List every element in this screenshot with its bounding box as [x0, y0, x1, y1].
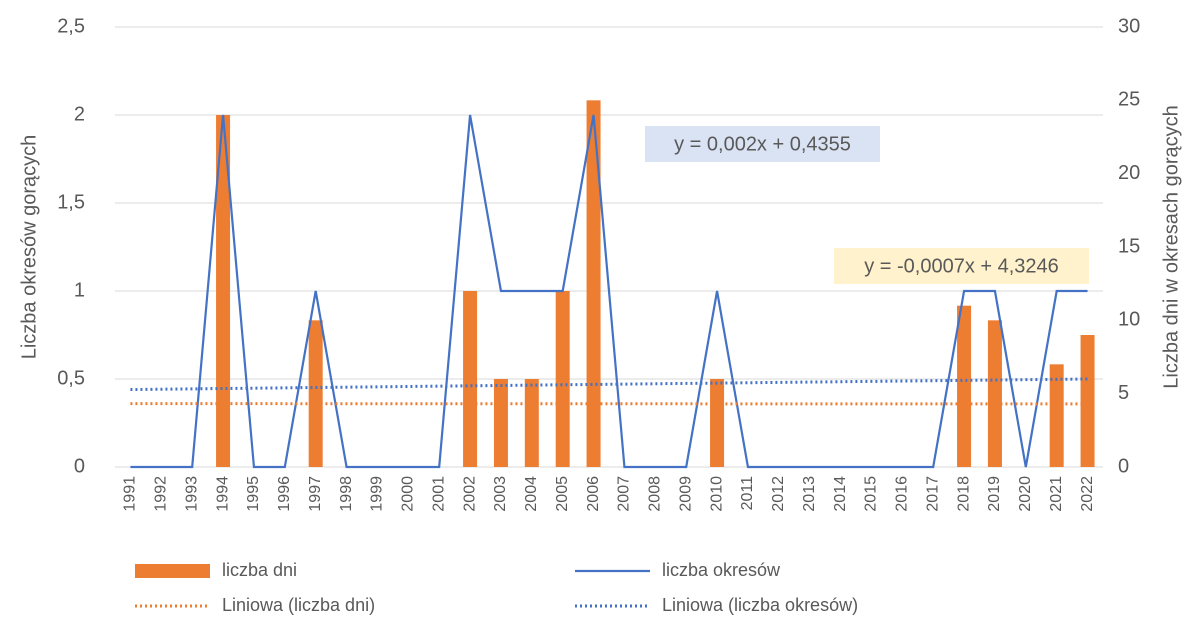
- annotation-box: [645, 126, 880, 162]
- x-tick-label: 2009: [677, 476, 694, 512]
- x-tick-label: 2014: [832, 476, 849, 512]
- x-tick-label: 2020: [1017, 476, 1034, 512]
- x-tick-label: 2016: [894, 476, 911, 512]
- line: [130, 114, 1088, 469]
- y2-tick-label: 25: [1118, 89, 1140, 111]
- x-tick-label: 2010: [708, 476, 725, 512]
- x-tick-label: 2000: [400, 476, 417, 512]
- x-tick-label: 2012: [770, 476, 787, 512]
- y-tick-label: 2: [74, 103, 85, 125]
- bar: [555, 291, 570, 467]
- x-tick-label: 1998: [338, 476, 355, 512]
- annotation-box: [834, 248, 1089, 284]
- x-tick-label: 2019: [986, 476, 1003, 512]
- x-tick-label: 2018: [955, 476, 972, 512]
- bar: [987, 320, 1002, 467]
- x-tick-label: 1995: [245, 476, 262, 512]
- x-tick-label: 2008: [647, 476, 664, 512]
- y-tick-label: 1,5: [57, 191, 85, 213]
- x-tick-label: 2011: [739, 476, 756, 511]
- x-tick-label: 2015: [863, 476, 880, 512]
- y2-tick-label: 10: [1118, 309, 1140, 331]
- legend-label: liczba dni: [222, 560, 297, 580]
- x-tick-label: 2017: [924, 476, 941, 512]
- x-tick-label: 1997: [307, 476, 324, 512]
- x-tick-label: 2001: [430, 476, 447, 512]
- legend-label: liczba okresów: [662, 560, 781, 580]
- bar: [1049, 364, 1064, 467]
- x-tick-label: 1994: [214, 476, 231, 512]
- x-tick-label: 2007: [616, 476, 633, 512]
- bar: [493, 379, 508, 467]
- bar: [216, 115, 231, 467]
- x-tick-label: 2002: [461, 476, 478, 512]
- x-tick-label: 2004: [523, 476, 540, 512]
- x-tick-label: 2013: [801, 476, 818, 512]
- legend-swatch: [135, 564, 210, 578]
- x-tick-label: 1999: [369, 476, 386, 512]
- bar: [308, 320, 323, 467]
- trend-line: [130, 377, 1088, 392]
- x-tick-label: 2021: [1048, 476, 1065, 512]
- y-tick-label: 2,5: [57, 15, 85, 37]
- legend-label: Liniowa (liczba dni): [222, 595, 375, 615]
- annotation: y = 0,002x + 0,4355: [674, 133, 851, 155]
- y2-tick-label: 5: [1118, 382, 1129, 404]
- x-tick-label: 2003: [492, 476, 509, 512]
- annotation: y = -0,0007x + 4,3246: [864, 255, 1059, 277]
- x-tick-label: 1992: [153, 476, 170, 512]
- x-tick-label: 1993: [183, 476, 200, 512]
- y2-tick-label: 15: [1118, 235, 1140, 257]
- y-tick-label: 0,5: [57, 367, 85, 389]
- x-tick-label: 2006: [585, 476, 602, 512]
- bar: [463, 291, 478, 467]
- y-tick-label: 1: [74, 279, 85, 301]
- x-tick-label: 2022: [1079, 476, 1096, 512]
- bar: [1080, 335, 1095, 467]
- y2-axis-label: Liczba dni w okresach gorących: [1160, 105, 1182, 388]
- bar: [524, 379, 539, 467]
- y2-tick-label: 20: [1118, 162, 1140, 184]
- bar: [586, 100, 601, 467]
- y-tick-label: 0: [74, 455, 85, 477]
- bar: [957, 305, 972, 467]
- y2-tick-label: 0: [1118, 455, 1129, 477]
- bar: [710, 379, 725, 467]
- x-tick-label: 2005: [554, 476, 571, 512]
- y-axis-label: Liczba okresów gorących: [18, 135, 40, 360]
- x-tick-label: 1996: [276, 476, 293, 512]
- x-tick-label: 1991: [122, 476, 139, 512]
- legend-label: Liniowa (liczba okresów): [662, 595, 858, 615]
- y2-tick-label: 30: [1118, 15, 1140, 37]
